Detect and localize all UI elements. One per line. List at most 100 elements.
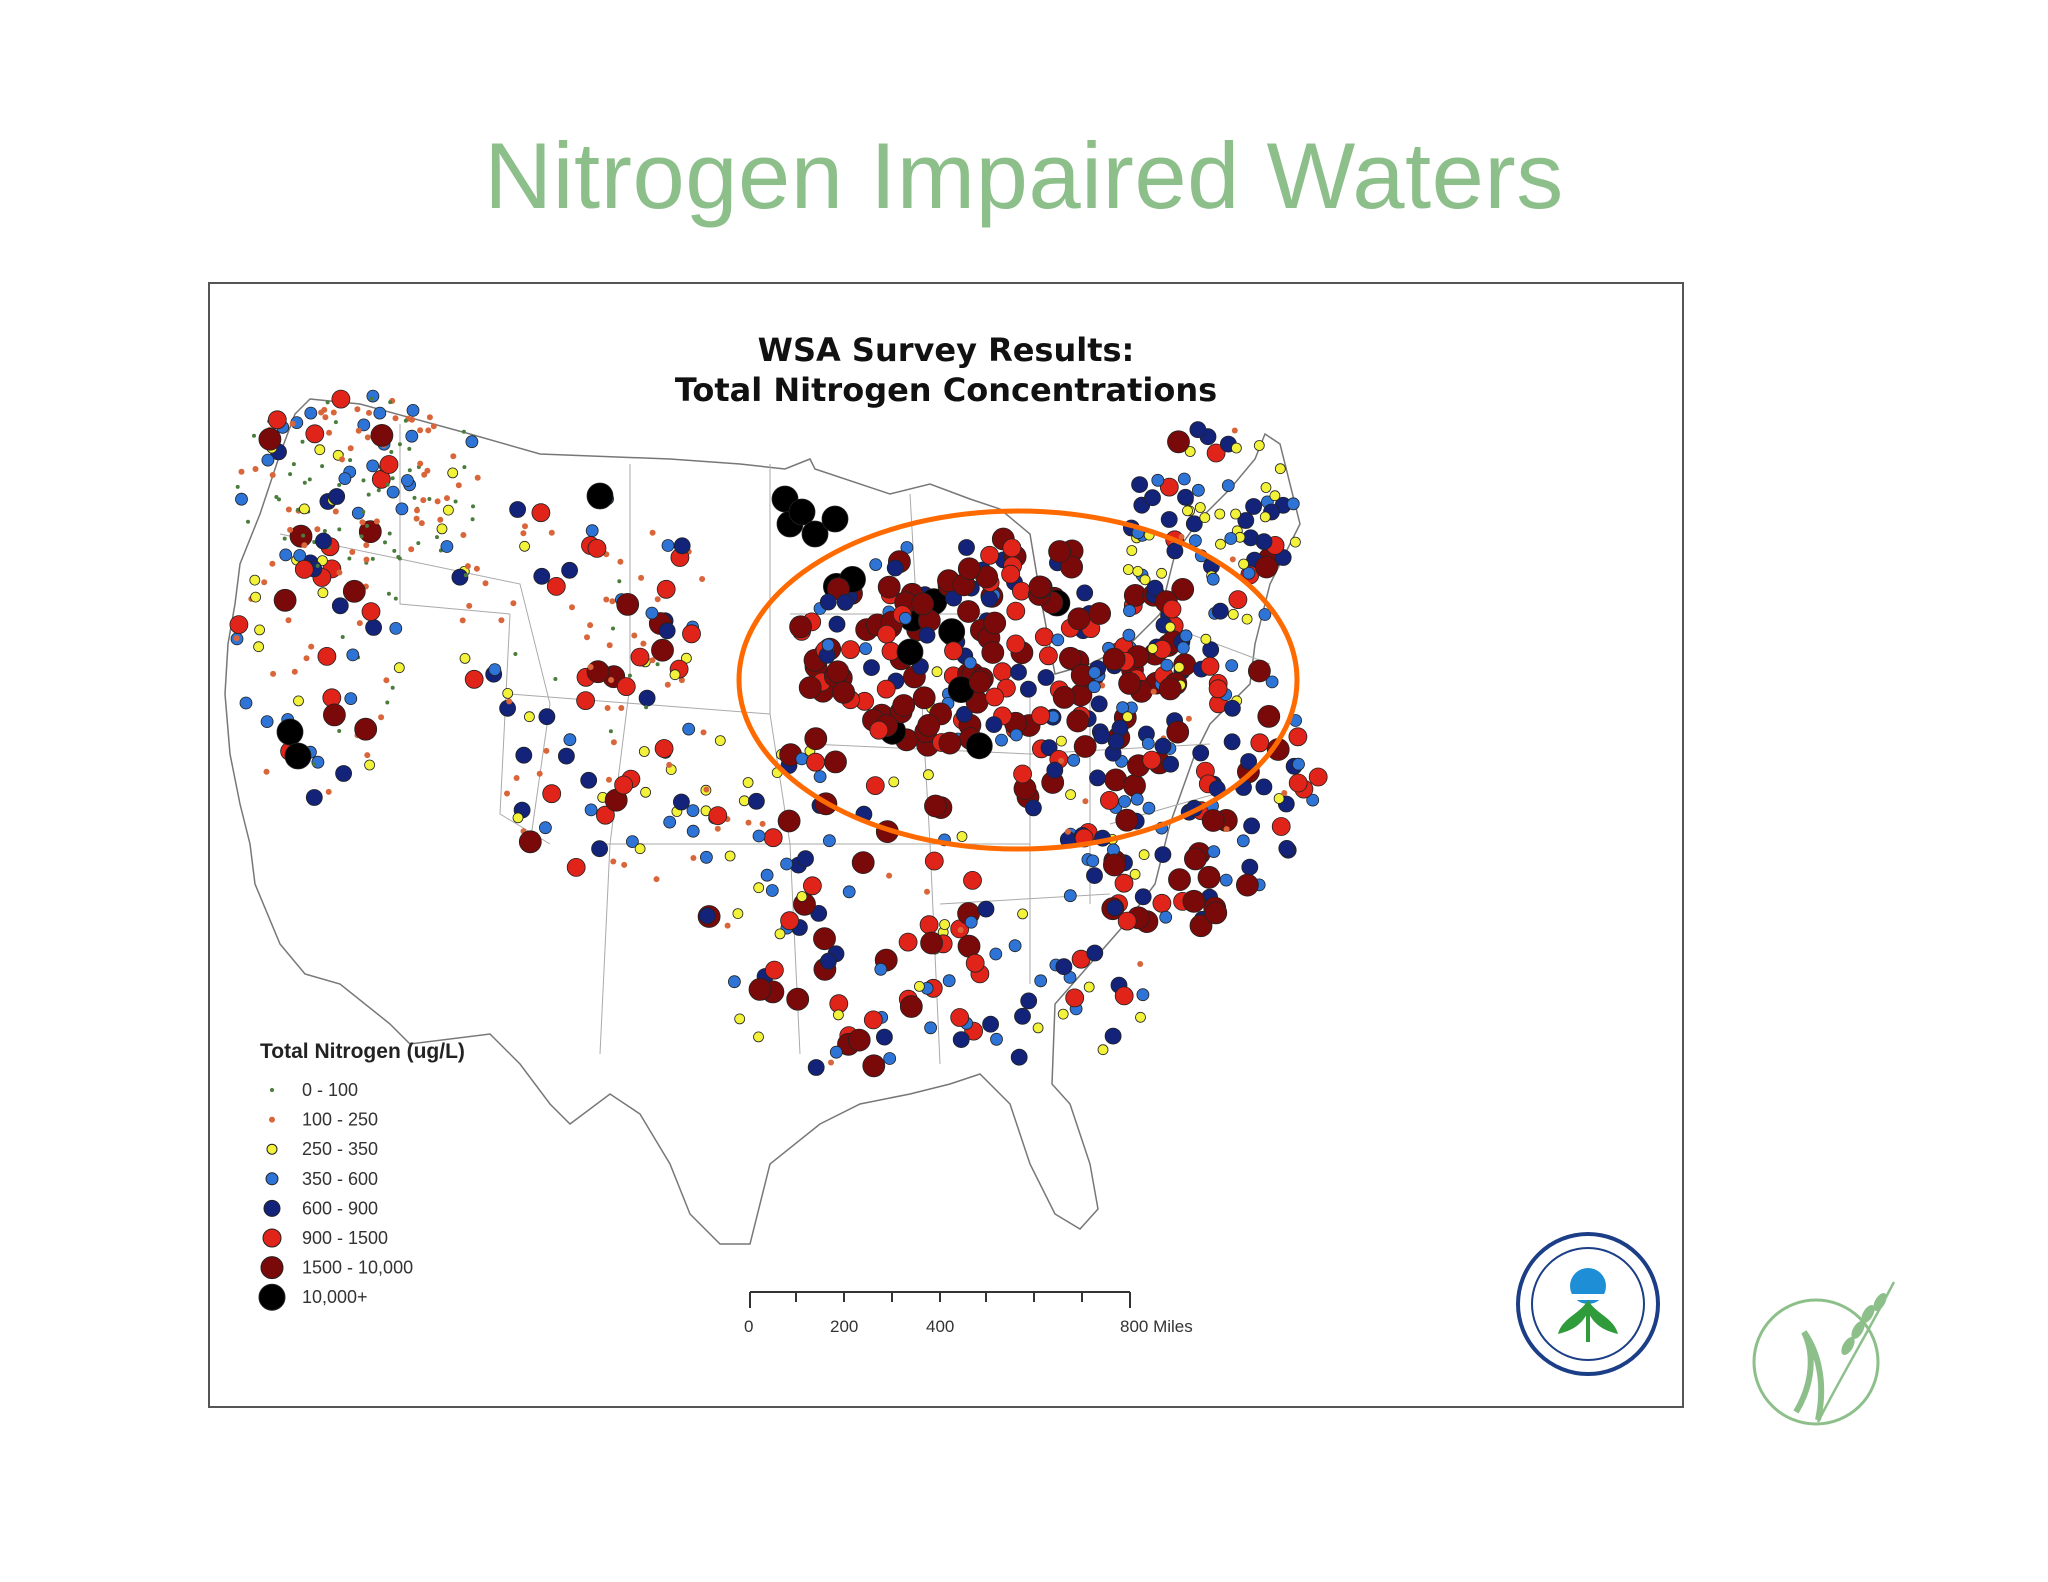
sample-site (392, 548, 397, 553)
sample-site (630, 647, 650, 667)
sample-site (663, 815, 677, 829)
sample-site (763, 828, 783, 848)
sample-site (282, 536, 287, 541)
sample-site (515, 746, 533, 764)
sample-site (1122, 711, 1133, 723)
legend-swatch (260, 1256, 284, 1280)
sample-site (370, 556, 375, 561)
sample-site (1223, 826, 1230, 833)
sample-site (698, 907, 716, 925)
sample-site (1063, 889, 1077, 903)
sample-site (1082, 798, 1089, 805)
sample-site (229, 615, 249, 635)
sample-site (863, 1010, 883, 1030)
sample-site (406, 404, 420, 417)
sand-county-logo-icon (1752, 1281, 1896, 1426)
sample-site (460, 532, 467, 538)
sample-site (732, 908, 744, 919)
sample-site (1040, 739, 1058, 757)
sample-site (780, 857, 793, 871)
sample-site (1292, 757, 1305, 771)
sample-site (291, 668, 298, 675)
sample-site (471, 504, 475, 509)
sample-site (376, 488, 381, 493)
sample-site (1250, 733, 1270, 753)
sample-site (788, 498, 816, 526)
sample-site (931, 666, 943, 678)
sample-site (249, 574, 261, 586)
sample-site (349, 549, 356, 555)
sample-site (1231, 442, 1242, 454)
sample-site (1236, 834, 1250, 848)
sample-site (576, 691, 596, 711)
sample-site (332, 508, 339, 515)
sample-site (359, 519, 366, 526)
sample-site (1001, 564, 1020, 584)
map-figure: WSA Survey Results: Total Nitrogen Conce… (208, 282, 1684, 1408)
sample-site (617, 558, 624, 565)
sample-site (957, 600, 980, 623)
sample-site (819, 593, 837, 611)
sample-site (238, 468, 245, 475)
sample-site (1147, 643, 1159, 654)
sample-site (911, 592, 934, 616)
sample-site (1144, 489, 1161, 507)
sample-site (1100, 791, 1119, 810)
sample-site (798, 676, 822, 700)
sample-site (322, 414, 329, 421)
sample-site (522, 523, 528, 530)
sample-site (1114, 873, 1134, 893)
sample-site (289, 524, 313, 548)
sample-site (981, 590, 998, 608)
sample-site (777, 809, 801, 833)
sample-site (396, 555, 401, 559)
sample-site (444, 495, 450, 502)
sample-site (786, 987, 810, 1011)
sample-site (252, 466, 259, 472)
sample-site (920, 931, 943, 955)
sample-site (348, 458, 353, 463)
sample-site (252, 433, 256, 438)
sample-site (587, 622, 594, 629)
sample-site (273, 588, 297, 612)
sample-site (1087, 680, 1101, 694)
sample-site (963, 656, 977, 670)
sample-site (1308, 767, 1328, 787)
sample-site (1013, 764, 1032, 784)
sample-site (462, 465, 467, 470)
sample-site (1182, 505, 1193, 517)
sample-site (378, 714, 385, 721)
sample-site (1201, 809, 1225, 832)
sample-site (317, 587, 329, 599)
sample-site (1028, 575, 1052, 599)
sample-site (1189, 534, 1202, 548)
sample-site (293, 695, 304, 707)
sample-site (585, 524, 599, 538)
sample-site (1135, 1011, 1146, 1023)
sample-site (1230, 508, 1241, 520)
sample-site (304, 406, 318, 420)
sample-site (383, 540, 387, 545)
sample-site (451, 568, 469, 586)
sample-site (686, 824, 700, 838)
sample-site (320, 464, 325, 469)
sample-site (405, 429, 419, 443)
sample-site (993, 662, 1012, 682)
sample-site (1259, 511, 1271, 523)
sample-site (337, 527, 342, 532)
sample-site (682, 624, 701, 644)
sample-site (361, 478, 366, 483)
sample-site (587, 538, 607, 558)
sample-site (1238, 558, 1249, 570)
sample-site (1138, 849, 1150, 861)
sample-site (1214, 508, 1226, 520)
sample-site (344, 692, 358, 706)
sample-site (1260, 482, 1272, 493)
sample-site (328, 488, 346, 505)
sample-site (1025, 799, 1042, 817)
sample-site (964, 915, 978, 929)
sample-site (1067, 607, 1091, 631)
sample-site (1010, 1048, 1028, 1066)
legend-swatch (269, 1116, 275, 1123)
sample-site (407, 468, 412, 473)
